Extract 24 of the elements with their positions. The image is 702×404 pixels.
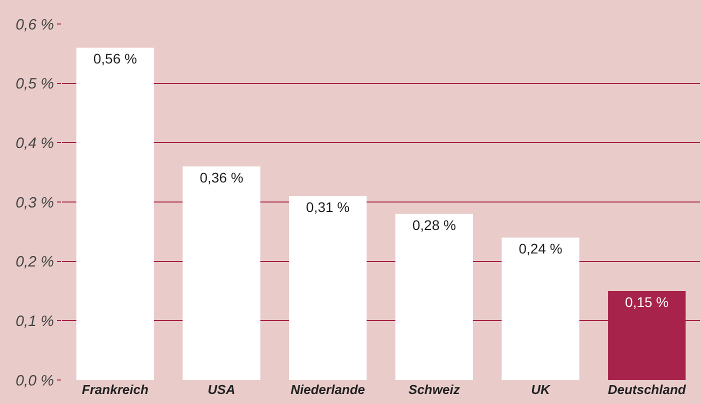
y-tick-label: 0,3 % xyxy=(16,194,54,212)
data-label: 0,56 % xyxy=(93,50,137,67)
data-label: 0,24 % xyxy=(518,240,562,257)
bar xyxy=(76,48,154,380)
x-tick-label: Deutschland xyxy=(608,382,687,397)
bar xyxy=(502,238,580,380)
bar xyxy=(289,196,367,380)
x-tick-label: Schweiz xyxy=(408,382,460,397)
data-label: 0,31 % xyxy=(306,199,350,216)
x-tick-label: UK xyxy=(531,382,552,397)
data-label: 0,36 % xyxy=(200,169,244,186)
data-label: 0,28 % xyxy=(412,216,456,233)
data-label: 0,15 % xyxy=(625,294,669,310)
x-tick-label: Frankreich xyxy=(82,382,148,397)
y-tick-label: 0,4 % xyxy=(16,134,54,152)
y-tick-label: 0,6 % xyxy=(16,16,54,34)
bar xyxy=(182,166,260,380)
y-tick-label: 0,1 % xyxy=(16,312,54,330)
y-tick-label: 0,0 % xyxy=(16,372,54,390)
bar xyxy=(395,214,473,380)
x-tick-label: Niederlande xyxy=(290,382,366,397)
x-tick-label: USA xyxy=(208,382,236,397)
y-tick-label: 0,2 % xyxy=(16,254,54,271)
y-tick-label: 0,5 % xyxy=(16,76,54,93)
